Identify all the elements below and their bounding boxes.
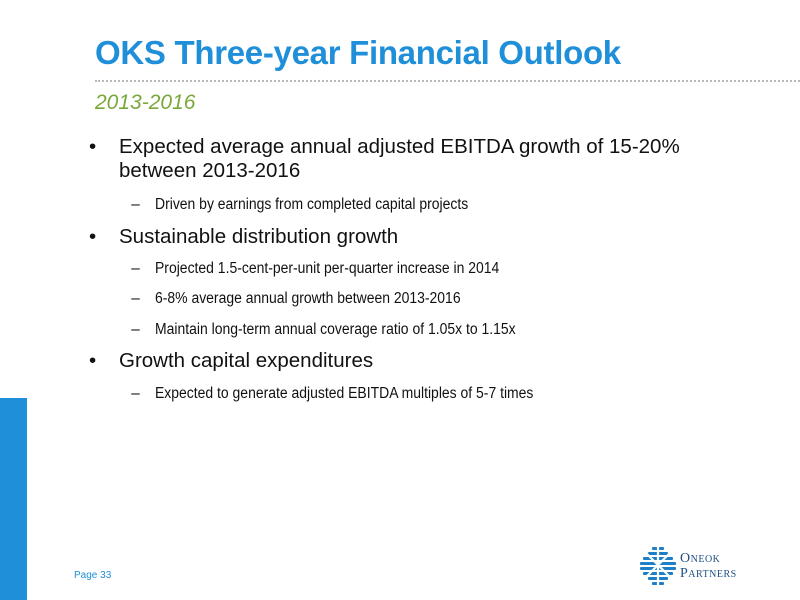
sub-bullet-item: – 6-8% average annual growth between 201…	[131, 289, 695, 309]
dash-marker: –	[131, 321, 140, 338]
sub-bullet-item: – Projected 1.5-cent-per-unit per-quarte…	[131, 259, 695, 279]
bullet-item: • Sustainable distribution growth	[89, 225, 739, 249]
dash-marker: –	[131, 260, 140, 277]
slide-subtitle: 2013-2016	[95, 91, 196, 114]
sub-bullet-text: 6-8% average annual growth between 2013-…	[155, 290, 461, 307]
bullet-item: • Expected average annual adjusted EBITD…	[89, 135, 739, 183]
logo-line-1: Oneok	[680, 551, 721, 566]
sub-bullet-item: – Maintain long-term annual coverage rat…	[131, 320, 695, 340]
accent-bar	[0, 398, 27, 600]
sub-bullet-text: Driven by earnings from completed capita…	[155, 196, 469, 213]
sub-bullet-item: – Driven by earnings from completed capi…	[131, 195, 695, 215]
oneok-partners-logo: Oneok Partners	[638, 545, 758, 585]
bullet-marker: •	[89, 225, 97, 248]
bullet-text: Sustainable distribution growth	[119, 225, 399, 248]
sub-bullet-text: Expected to generate adjusted EBITDA mul…	[155, 385, 534, 402]
sub-bullet-item: – Expected to generate adjusted EBITDA m…	[131, 384, 695, 404]
logo-wordmark: Oneok Partners	[680, 551, 737, 581]
bullet-marker: •	[89, 349, 97, 372]
dash-marker: –	[131, 385, 140, 402]
oneok-logo-mark-icon	[640, 545, 676, 585]
slide-title: OKS Three-year Financial Outlook	[95, 34, 621, 71]
sub-bullet-text: Projected 1.5-cent-per-unit per-quarter …	[155, 260, 500, 277]
dash-marker: –	[131, 290, 140, 307]
bullet-text: Growth capital expenditures	[119, 349, 374, 372]
bullet-text: Expected average annual adjusted EBITDA …	[119, 135, 680, 182]
bullet-item: • Growth capital expenditures	[89, 349, 739, 373]
sub-bullet-text: Maintain long-term annual coverage ratio…	[155, 321, 516, 338]
bullet-marker: •	[89, 135, 97, 158]
page-number: Page 33	[74, 570, 112, 581]
logo-line-2: Partners	[680, 566, 737, 581]
dash-marker: –	[131, 196, 140, 213]
title-divider	[95, 80, 800, 82]
